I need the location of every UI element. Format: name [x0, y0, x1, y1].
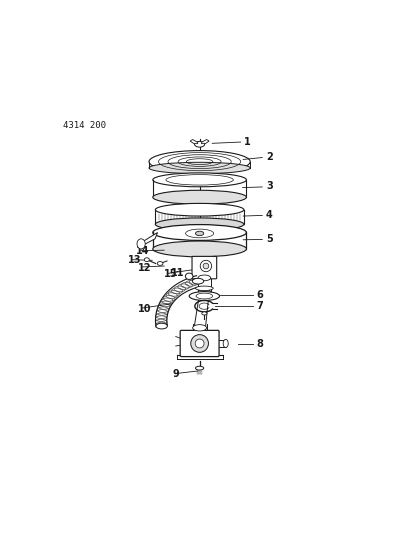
Text: 9: 9: [173, 369, 180, 379]
Ellipse shape: [149, 151, 250, 173]
Polygon shape: [202, 140, 209, 143]
Ellipse shape: [202, 312, 207, 315]
Text: 3: 3: [266, 181, 273, 191]
Ellipse shape: [149, 162, 250, 174]
Ellipse shape: [203, 263, 209, 269]
Ellipse shape: [153, 173, 246, 187]
Ellipse shape: [186, 229, 214, 238]
Polygon shape: [190, 140, 198, 143]
Ellipse shape: [144, 258, 149, 262]
Text: 13: 13: [128, 255, 141, 265]
Ellipse shape: [195, 231, 204, 236]
Ellipse shape: [189, 292, 220, 301]
Ellipse shape: [223, 340, 228, 348]
Ellipse shape: [191, 335, 208, 352]
Ellipse shape: [157, 262, 163, 265]
Text: 2: 2: [266, 152, 273, 162]
Text: 8: 8: [257, 340, 264, 350]
FancyBboxPatch shape: [180, 330, 219, 357]
Polygon shape: [140, 232, 157, 247]
Ellipse shape: [200, 260, 212, 272]
Ellipse shape: [155, 204, 244, 216]
Text: 11: 11: [171, 268, 185, 278]
Ellipse shape: [195, 141, 205, 147]
Ellipse shape: [185, 273, 193, 279]
Ellipse shape: [193, 325, 206, 331]
Ellipse shape: [198, 275, 211, 281]
Ellipse shape: [137, 239, 145, 249]
Ellipse shape: [195, 339, 204, 348]
Text: 6: 6: [257, 290, 263, 300]
Ellipse shape: [153, 241, 246, 257]
Ellipse shape: [153, 190, 246, 204]
Text: 12: 12: [138, 263, 151, 272]
Ellipse shape: [156, 323, 167, 329]
Text: 7: 7: [257, 301, 263, 311]
Text: 1: 1: [244, 137, 251, 147]
Ellipse shape: [192, 278, 204, 284]
Text: 4: 4: [266, 210, 273, 220]
Ellipse shape: [195, 286, 213, 290]
Ellipse shape: [153, 224, 246, 240]
Ellipse shape: [196, 293, 213, 299]
Text: 10: 10: [138, 304, 151, 314]
Ellipse shape: [155, 218, 244, 231]
Text: 14: 14: [136, 246, 149, 256]
FancyBboxPatch shape: [192, 256, 217, 279]
Text: 5: 5: [266, 234, 273, 244]
Ellipse shape: [195, 366, 204, 370]
Ellipse shape: [198, 289, 211, 295]
Text: 15: 15: [164, 269, 177, 279]
Text: 4314 200: 4314 200: [63, 121, 106, 130]
